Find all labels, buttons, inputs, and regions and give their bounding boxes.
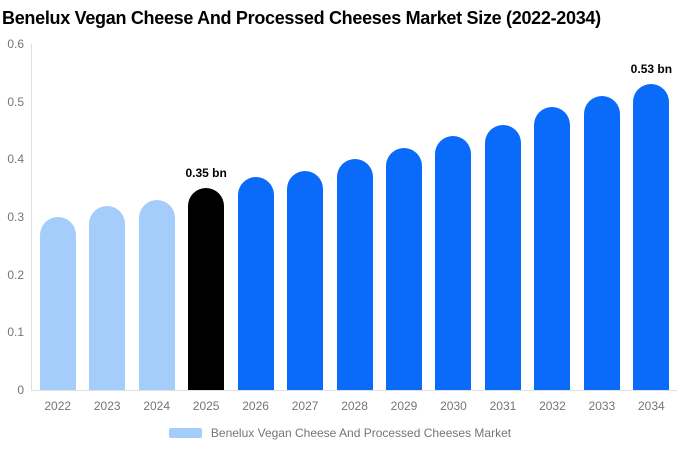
annotation-2025: 0.35 bn (185, 166, 227, 181)
bar-2030[interactable] (435, 136, 472, 390)
y-tick-label: 0.6 (7, 37, 24, 51)
x-axis-line (31, 390, 677, 391)
legend[interactable]: Benelux Vegan Cheese And Processed Chees… (0, 426, 680, 440)
bar-2023[interactable] (89, 205, 126, 390)
bar-slot-2024 (132, 44, 181, 390)
x-tick-label-2028: 2028 (341, 399, 368, 413)
bar-2028[interactable] (336, 159, 373, 390)
chart-title: Benelux Vegan Cheese And Processed Chees… (2, 8, 601, 28)
bar-2032[interactable] (534, 107, 571, 390)
bar-2029[interactable] (386, 147, 423, 390)
annotation-2034: 0.53 bn (630, 62, 673, 77)
bar-2033[interactable] (583, 95, 620, 390)
bar-2025[interactable] (188, 188, 225, 390)
x-tick-label-2024: 2024 (143, 399, 171, 413)
y-tick-label: 0 (17, 383, 24, 397)
bar-slot-2032 (528, 44, 577, 390)
legend-label: Benelux Vegan Cheese And Processed Chees… (210, 426, 512, 440)
bar-slot-2030 (429, 44, 478, 390)
bar-slot-2034: 0.53 bn (627, 44, 676, 390)
y-tick-label: 0.1 (7, 325, 24, 340)
bar-slot-2026 (231, 44, 280, 390)
bar-slot-2028 (330, 44, 379, 390)
bar-slot-2027 (280, 44, 329, 390)
x-tick-label-2033: 2033 (588, 399, 616, 413)
x-axis: 2022 2023 2024 2025 2026 2027 2028 2029 2030 2031… (33, 399, 676, 413)
x-tick-label-2031: 2031 (489, 399, 517, 413)
x-tick-label-2026: 2026 (242, 399, 269, 413)
bar-2027[interactable] (287, 170, 324, 390)
x-tick-label-2034: 2034 (638, 399, 665, 413)
bar-slot-2025: 0.35 bn (181, 44, 230, 390)
y-tick-label: 0.2 (7, 267, 24, 282)
bar-slot-2029 (379, 44, 428, 390)
x-tick-label-2027: 2027 (291, 399, 319, 413)
y-tick-label: 0.5 (7, 94, 24, 109)
x-tick-label-2032: 2032 (539, 399, 566, 413)
bar-2031[interactable] (484, 124, 521, 390)
legend-swatch (168, 428, 202, 438)
bar-2022[interactable] (39, 217, 76, 390)
x-tick-label-2025: 2025 (192, 399, 220, 413)
y-tick-label: 0.3 (7, 210, 24, 224)
plot-area: 0.35 bn 0.53 bn (33, 44, 676, 390)
bar-slot-2022 (33, 44, 82, 390)
bar-slot-2031 (478, 44, 527, 390)
y-tick-label: 0.4 (7, 152, 24, 167)
x-tick-label-2023: 2023 (93, 399, 121, 413)
bar-2024[interactable] (138, 199, 175, 390)
x-tick-label-2029: 2029 (390, 399, 418, 413)
y-axis-line (31, 44, 32, 390)
bar-slot-2023 (82, 44, 131, 390)
bar-2034[interactable] (633, 84, 670, 390)
bar-slot-2033 (577, 44, 626, 390)
x-tick-label-2022: 2022 (44, 399, 72, 413)
bar-2026[interactable] (237, 176, 274, 390)
x-tick-label-2030: 2030 (440, 399, 467, 413)
